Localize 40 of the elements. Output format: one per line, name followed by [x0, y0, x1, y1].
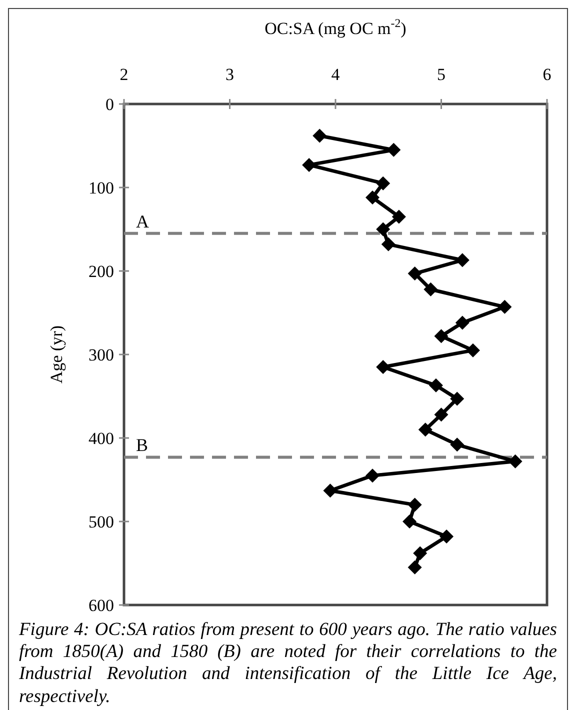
point — [376, 222, 390, 236]
point — [312, 128, 327, 143]
point — [424, 282, 438, 296]
x-tick-label: 5 — [437, 65, 446, 84]
y-tick-label: 100 — [88, 178, 114, 198]
caption: Figure 4: OC:SA ratios from present to 600 years ago. The ratio values from 1850(A) and 1580 (B) are noted for their correlations to the Industrial Revolution and intensification of the Little Ice Age, respectively. — [18, 619, 558, 708]
y-tick-label: 400 — [88, 428, 114, 448]
point — [408, 266, 422, 281]
ref-line-label: B — [136, 435, 148, 456]
point — [408, 560, 422, 574]
point — [392, 210, 406, 224]
x-tick-label: 3 — [226, 65, 234, 84]
point — [413, 546, 428, 560]
y-tick-label: 0 — [106, 94, 114, 114]
point — [428, 378, 443, 392]
y-axis-title: Age (yr) — [47, 325, 66, 384]
x-tick-label: 6 — [542, 65, 552, 84]
point — [498, 300, 512, 314]
point — [450, 392, 464, 406]
x-axis-title: OC:SA (mg OC m$^{-2}$) — [264, 16, 406, 38]
point — [366, 468, 380, 483]
y-tick-label: 200 — [88, 262, 114, 281]
point — [440, 530, 454, 544]
point — [455, 316, 470, 330]
point — [466, 343, 480, 358]
x-tick-label: 4 — [331, 65, 340, 84]
point — [418, 422, 432, 437]
point — [450, 438, 464, 452]
point — [434, 408, 448, 422]
y-tick-label: 300 — [88, 345, 114, 364]
point — [402, 514, 417, 528]
point — [376, 176, 390, 190]
point — [434, 329, 448, 344]
point — [366, 190, 380, 205]
ref-line-label: A — [136, 211, 149, 232]
y-tick-label: 600 — [88, 596, 114, 615]
point — [408, 498, 422, 512]
y-tick-label: 500 — [88, 512, 114, 532]
point — [381, 237, 396, 252]
x-tick-label: 2 — [120, 65, 128, 84]
